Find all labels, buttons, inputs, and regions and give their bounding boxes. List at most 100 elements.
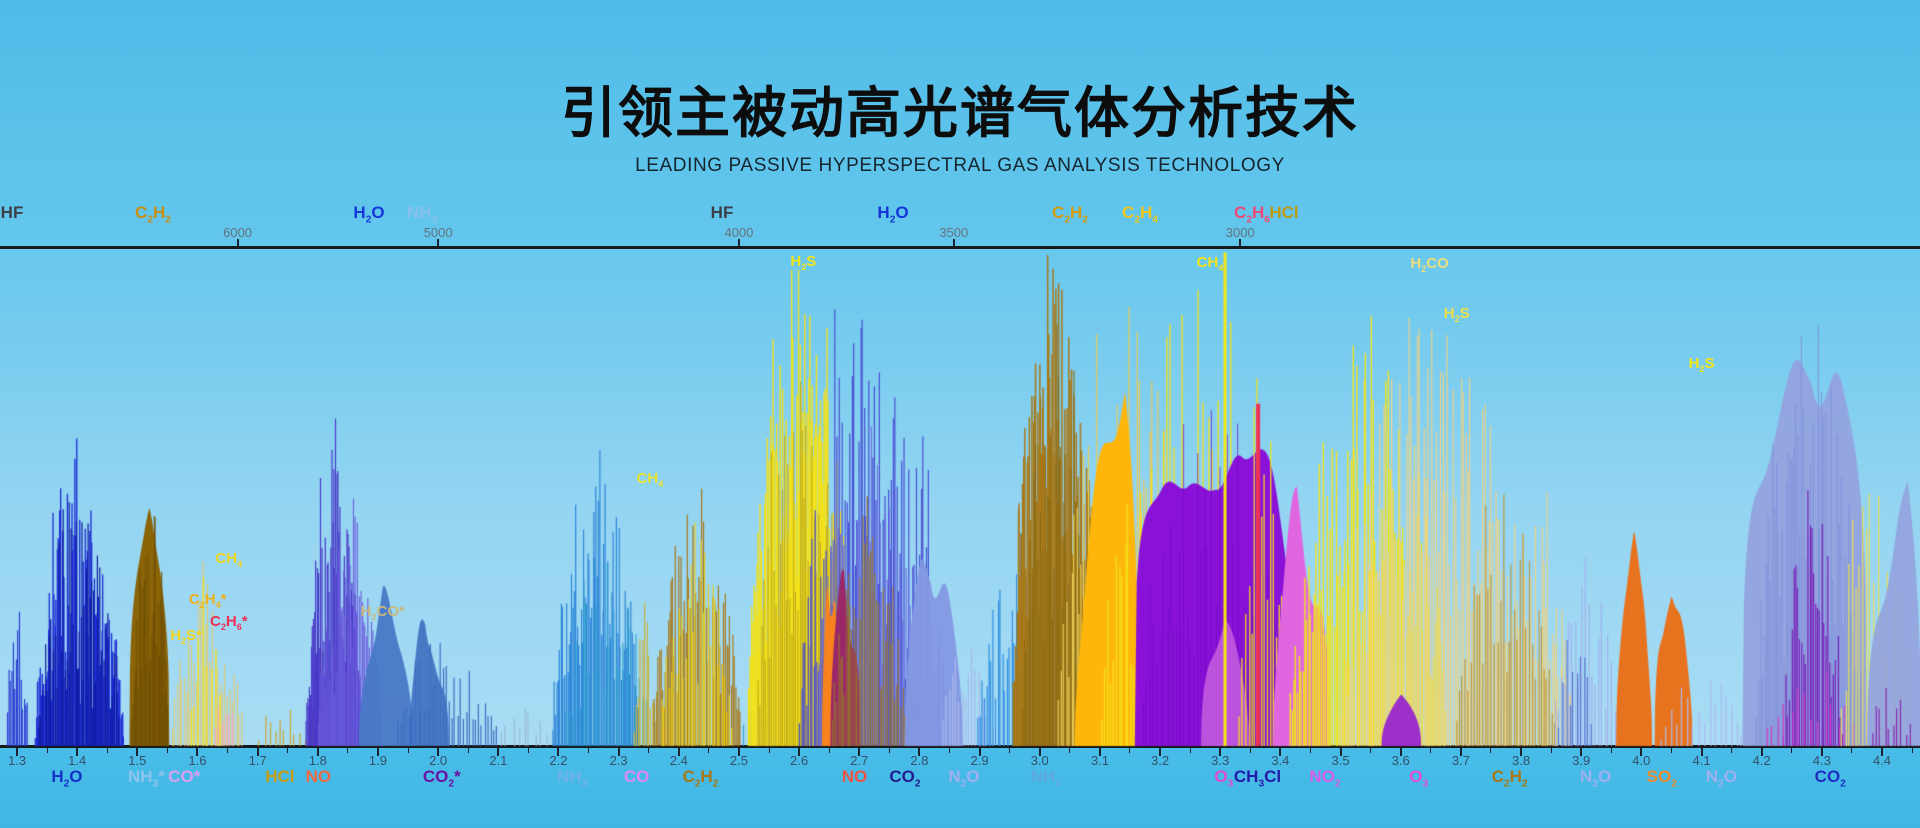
- x-axis-major-tick: [1399, 748, 1402, 756]
- gas-label-inner-H2S: H2S: [1688, 355, 1715, 374]
- gas-label-bottom-C2H2: C2H2: [1491, 767, 1528, 790]
- gas-label-bottom-CO2*: CO2*: [422, 767, 461, 790]
- gas-label-top-C2H2: C2H2: [1052, 203, 1088, 226]
- x-axis-minor-tick: [888, 748, 890, 753]
- gas-label-inner-H2S: H2S: [790, 253, 817, 272]
- gas-label-bottom-NH3: NH3: [1030, 767, 1061, 790]
- x-axis-tick-label: 2.8: [910, 753, 929, 768]
- gas-label-inner-C2H4*: C2H4*: [188, 591, 227, 610]
- x-axis-tick-label: 3.0: [1030, 753, 1049, 768]
- x-axis-tick-label: 1.9: [368, 753, 387, 768]
- x-axis-minor-tick: [527, 748, 529, 753]
- x-axis-tick-label: 2.9: [970, 753, 989, 768]
- x-axis-minor-tick: [287, 748, 289, 753]
- x-axis-minor-tick: [1731, 748, 1733, 753]
- x-axis-minor-tick: [1189, 748, 1191, 753]
- x-axis-major-tick: [617, 748, 620, 756]
- gas-label-bottom-NO2: NO2: [1309, 767, 1341, 790]
- x-axis-major-tick: [1459, 748, 1462, 756]
- gas-label-top-HF: HF: [710, 203, 734, 222]
- x-axis-minor-tick: [46, 748, 48, 753]
- x-axis-major-tick: [76, 748, 79, 756]
- gas-label-top-NH3: NH3: [406, 203, 438, 226]
- wavenumber-label: 6000: [223, 225, 253, 240]
- top-axis-tick: [236, 239, 239, 246]
- x-axis-major-tick: [1881, 748, 1883, 756]
- top-axis-tick: [1239, 239, 1242, 246]
- x-axis-tick-label: 1.7: [248, 753, 267, 768]
- gas-label-top-HCl: HCl: [1269, 203, 1299, 222]
- x-axis-tick-label: 1.6: [188, 753, 207, 768]
- x-axis-major-tick: [798, 748, 801, 756]
- x-axis-minor-tick: [1670, 748, 1672, 753]
- gas-label-top-C2H4: C2H4: [1122, 203, 1158, 226]
- x-axis-major-tick: [1279, 748, 1282, 756]
- x-axis-tick-label: 2.7: [850, 753, 869, 768]
- x-axis-major-tick: [858, 748, 861, 756]
- gas-label-bottom-NH3*: NH3*: [127, 767, 165, 790]
- gas-label-inner-H2CO: H2CO: [1410, 255, 1449, 274]
- wavenumber-label: 3500: [939, 225, 969, 240]
- x-axis-minor-tick: [166, 748, 168, 753]
- x-axis-major-tick: [1159, 748, 1162, 756]
- gas-label-bottom-CO2: CO2: [889, 767, 921, 790]
- wavenumber-label: 5000: [423, 225, 453, 240]
- x-axis-tick-label: 3.1: [1090, 753, 1109, 768]
- x-axis-major-tick: [1098, 748, 1101, 756]
- x-axis-tick-label: 3.9: [1572, 753, 1591, 768]
- gas-label-bottom-CH3Cl: CH3Cl: [1233, 767, 1282, 790]
- gas-label-bottom-C2H2: C2H2: [682, 767, 719, 790]
- gas-label-inner-H2CO*: H2CO*: [360, 603, 405, 622]
- x-axis-minor-tick: [1129, 748, 1131, 753]
- gas-label-bottom-H2O: H2O: [51, 767, 83, 790]
- gas-label-inner-CH4: CH4: [1196, 254, 1224, 273]
- wavenumber-label: 3000: [1225, 225, 1255, 240]
- gas-label-bottom-NO: NO: [305, 767, 332, 786]
- gas-label-bottom-O3: O3: [1409, 767, 1429, 790]
- x-axis-tick-label: 2.1: [489, 753, 508, 768]
- x-axis-tick-label: 3.3: [1211, 753, 1230, 768]
- x-axis-major-tick: [437, 748, 440, 756]
- x-axis-tick-label: 2.6: [790, 753, 809, 768]
- x-axis-minor-tick: [106, 748, 108, 753]
- x-axis-minor-tick: [467, 748, 469, 753]
- gas-label-inner-H2S*: H2S*: [170, 627, 202, 646]
- x-axis-tick-label: 4.2: [1752, 753, 1771, 768]
- x-axis-major-tick: [1580, 748, 1583, 756]
- gas-label-inner-C2H6*: C2H6*: [209, 613, 248, 632]
- gas-label-bottom-CO*: CO*: [168, 767, 201, 786]
- x-axis-minor-tick: [227, 748, 229, 753]
- gas-label-top-H2O: H2O: [353, 203, 385, 226]
- x-axis-major-tick: [256, 748, 259, 756]
- x-axis-major-tick: [978, 748, 981, 756]
- gas-label-inner-H2S: H2S: [1443, 305, 1470, 324]
- x-axis-minor-tick: [588, 748, 590, 753]
- x-axis-major-tick: [1760, 748, 1763, 756]
- x-axis-minor-tick: [1610, 748, 1612, 753]
- x-axis-minor-tick: [768, 748, 770, 753]
- x-axis-tick-label: 1.4: [68, 753, 87, 768]
- x-axis-major-tick: [737, 748, 740, 756]
- x-axis-major-tick: [1219, 748, 1222, 756]
- x-axis-minor-tick: [1069, 748, 1071, 753]
- x-axis-major-tick: [376, 748, 379, 756]
- x-axis-major-tick: [1820, 748, 1823, 756]
- x-axis-major-tick: [918, 748, 921, 756]
- x-axis-tick-label: 2.5: [729, 753, 748, 768]
- gas-label-bottom-O3: O3: [1214, 767, 1234, 790]
- x-axis-major-tick: [557, 748, 560, 756]
- gas-label-top-H2O: H2O: [877, 203, 909, 226]
- x-axis-minor-tick: [407, 748, 409, 753]
- x-axis-tick-label: 3.2: [1151, 753, 1170, 768]
- gas-label-bottom-HCl: HCl: [265, 767, 295, 786]
- x-axis-tick-label: 4.4: [1872, 753, 1892, 768]
- gas-label-bottom-NH3: NH3: [557, 767, 588, 790]
- gas-label-bottom-N2O: N2O: [1580, 767, 1612, 790]
- x-axis-minor-tick: [648, 748, 650, 753]
- top-axis-tick: [737, 239, 740, 246]
- x-axis-minor-tick: [347, 748, 349, 753]
